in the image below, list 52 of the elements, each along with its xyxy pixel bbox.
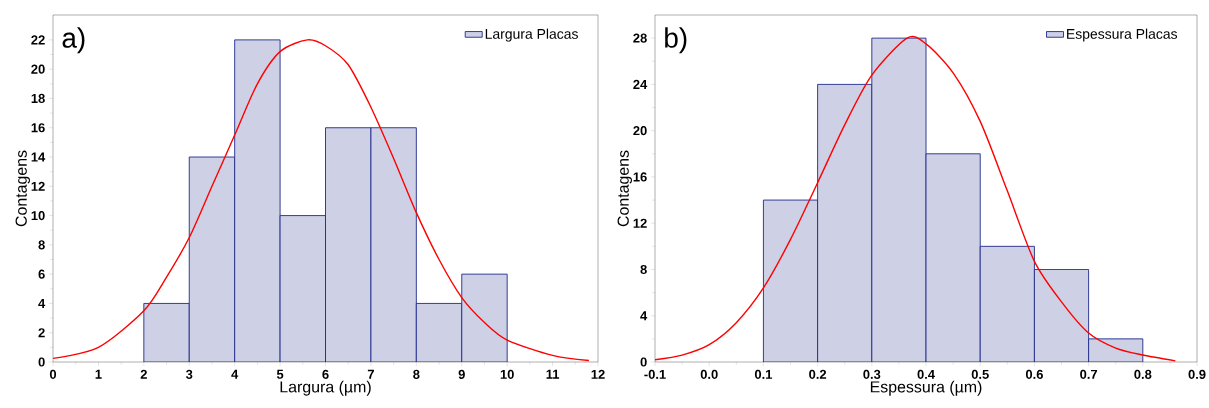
y-tick-label: 22	[31, 35, 45, 45]
x-tick-label: 0.3	[863, 369, 881, 379]
x-axis-title: Espessura (µm)	[870, 380, 982, 396]
y-tick-label: 6	[38, 269, 45, 279]
y-tick-label: 18	[31, 93, 45, 104]
x-tick-label: 9	[458, 369, 465, 379]
x-tick-label: 10	[500, 369, 514, 379]
y-tick-label: 28	[633, 33, 647, 43]
x-tick-label: 0.7	[1080, 369, 1098, 379]
y-tick-label: 8	[640, 264, 647, 275]
x-tick-label: 0	[49, 369, 57, 379]
x-tick-label: 0.2	[809, 369, 827, 379]
x-tick-label: 0.6	[1025, 369, 1043, 379]
x-tick-label: -0.1	[644, 369, 666, 379]
y-tick-label: 20	[31, 64, 45, 74]
y-tick-label: 12	[31, 181, 45, 191]
x-tick-label: 0.0	[700, 369, 718, 379]
y-tick-label: 4	[640, 311, 648, 321]
y-tick-label: 12	[633, 218, 647, 228]
y-tick-label: 14	[31, 152, 46, 162]
x-tick-label: 3	[185, 369, 193, 379]
y-tick-label: 24	[633, 79, 648, 89]
y-tick-label: 16	[31, 123, 45, 133]
y-tick-label: 2	[38, 328, 45, 338]
y-tick-label: 10	[31, 211, 45, 221]
x-tick-label: 12	[591, 369, 605, 379]
x-tick-label: 0.4	[917, 369, 935, 379]
x-tick-label: 4	[231, 369, 239, 379]
x-tick-label: 8	[413, 369, 420, 379]
x-tick-label: 5	[276, 369, 284, 379]
y-tick-label: 4	[38, 298, 46, 308]
y-axis-title: Contagens	[15, 150, 30, 227]
y-axis-title: Contagens	[617, 150, 632, 227]
y-tick-label: 0	[640, 357, 647, 367]
y-tick-label: 16	[633, 172, 647, 182]
x-tick-label: 0.1	[754, 369, 773, 379]
x-tick-label: 0.8	[1134, 369, 1152, 379]
x-tick-label: 6	[322, 369, 329, 379]
x-tick-label: 0.5	[971, 369, 989, 379]
annotation: a)	[62, 27, 85, 54]
x-tick-label: 11	[546, 369, 560, 379]
legend-label: Largura Placas	[485, 28, 578, 42]
y-tick-label: 20	[633, 126, 647, 136]
x-tick-label: 7	[367, 369, 374, 379]
legend-label: Espessura Placas	[1067, 28, 1178, 42]
x-axis-title: Largura (µm)	[280, 380, 371, 396]
annotation: b)	[665, 27, 687, 54]
y-tick-label: 0	[38, 357, 45, 367]
x-tick-label: 0.9	[1188, 369, 1206, 379]
y-tick-label: 8	[38, 240, 45, 250]
x-tick-label: 2	[140, 369, 147, 379]
x-tick-label: 1	[95, 369, 102, 379]
